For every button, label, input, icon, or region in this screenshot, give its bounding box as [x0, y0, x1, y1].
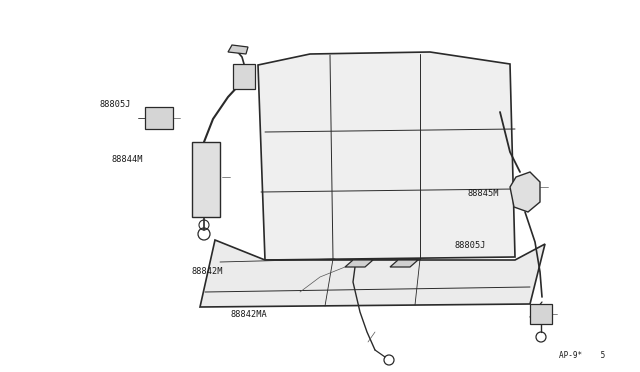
Polygon shape [345, 260, 373, 267]
Bar [233, 64, 255, 89]
Bar [530, 304, 552, 324]
Polygon shape [200, 240, 545, 307]
Text: 88842M: 88842M [192, 267, 223, 276]
Text: 88842MA: 88842MA [230, 310, 267, 319]
Text: AP-9*    5: AP-9* 5 [559, 351, 605, 360]
Polygon shape [258, 52, 515, 260]
Bar [192, 142, 220, 217]
Polygon shape [228, 45, 248, 54]
Polygon shape [510, 172, 540, 212]
Text: 88845M: 88845M [467, 189, 499, 198]
Bar [145, 107, 173, 129]
Text: 88805J: 88805J [454, 241, 486, 250]
Text: 88844M: 88844M [112, 155, 143, 164]
Text: 88805J: 88805J [99, 100, 131, 109]
Polygon shape [390, 260, 418, 267]
